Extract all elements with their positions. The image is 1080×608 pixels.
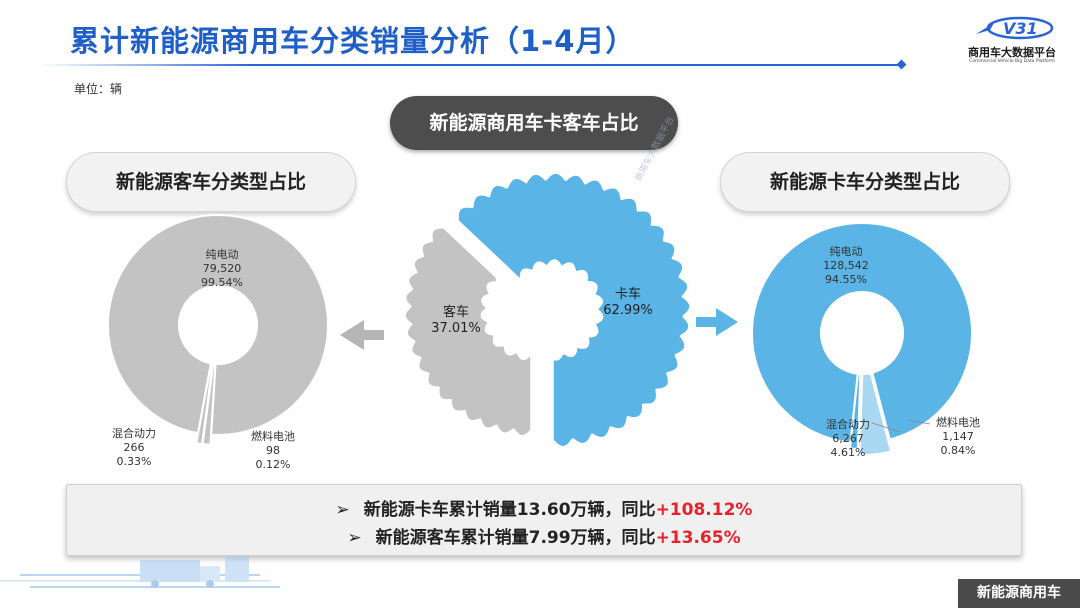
- logo-badge-text: V31: [1003, 19, 1038, 38]
- bus-label-fcev-name: 燃料电池: [251, 429, 295, 443]
- unit-label: 单位：辆: [74, 82, 123, 96]
- truck-label-hybrid-value: 6,267: [832, 432, 864, 445]
- right-arrow-icon: [696, 308, 738, 336]
- v31-logo-icon: V31: [976, 16, 1054, 40]
- truck-label-hybrid-name: 混合动力: [826, 417, 870, 431]
- title-underline: [40, 64, 902, 66]
- footer-tag: 新能源商用车: [958, 579, 1080, 608]
- bus-label-bev-percent: 99.54%: [201, 276, 243, 289]
- bus-label-bev-value: 79,520: [203, 262, 242, 275]
- center-label-bus-name: 客车: [443, 304, 469, 320]
- truck-slice-hybrid: [858, 344, 893, 456]
- truck-label-bev-percent: 94.55%: [825, 273, 867, 286]
- bus-label-hybrid-name: 混合动力: [112, 426, 156, 440]
- truck-label-fcev-percent: 0.84%: [941, 444, 976, 457]
- left-arrow-icon: [340, 320, 384, 350]
- bus-label-bev-name: 纯电动: [206, 248, 239, 261]
- truck-label-bev-value: 128,542: [823, 259, 869, 272]
- truck-label-hybrid-percent: 4.61%: [831, 446, 866, 459]
- logo-english-text: Commercial Vehicle Big Data Platform: [969, 59, 1055, 64]
- bus-label-hybrid-percent: 0.33%: [117, 455, 152, 468]
- bullet-arrow-icon: ➢: [347, 528, 362, 548]
- bus-label-hybrid-value: 266: [124, 441, 145, 454]
- truck-chart-title: 新能源卡车分类型占比: [720, 152, 1010, 212]
- center-label-truck-name: 卡车: [615, 286, 641, 302]
- bus-slice-bev: [107, 214, 329, 436]
- truck-hybrid-leader-line: [871, 422, 901, 433]
- bus-label-fcev-value: 98: [266, 444, 280, 457]
- truck-label-fcev-value: 1,147: [942, 430, 974, 443]
- center-label-bus-value: 37.01%: [431, 321, 481, 336]
- page-title: 累计新能源商用车分类销量分析（1-4月）: [70, 24, 636, 58]
- bus-label-fcev-percent: 0.12%: [256, 458, 291, 471]
- summary-bus-growth: +13.65%: [655, 528, 741, 548]
- bus-chart-title: 新能源客车分类型占比: [66, 152, 356, 212]
- summary-line-truck: ➢ 新能源卡车累计销量13.60万辆，同比+108.12%: [67, 495, 1021, 520]
- summary-bus-text: 新能源客车累计销量7.99万辆，同比: [375, 528, 656, 548]
- watermark-text: 商用车大数据平台: [632, 114, 676, 183]
- summary-box: ➢ 新能源卡车累计销量13.60万辆，同比+108.12% ➢ 新能源客车累计销量7…: [66, 484, 1022, 556]
- truck-label-bev-name: 纯电动: [830, 245, 863, 258]
- center-label-truck-value: 62.99%: [603, 303, 653, 318]
- platform-logo: V31 商用车大数据平台 Commercial Vehicle Big Data…: [958, 14, 1066, 70]
- bus-type-donut-chart: [107, 214, 329, 446]
- center-slice-bus: [404, 227, 532, 437]
- summary-truck-text: 新能源卡车累计销量13.60万辆，同比: [363, 500, 656, 520]
- truck-slice-fcev: [848, 338, 863, 450]
- bus-slice-fcev: [195, 334, 218, 446]
- truck-decoration-icon: [0, 556, 280, 588]
- truck-label-fcev-name: 燃料电池: [936, 415, 980, 429]
- bullet-arrow-icon: ➢: [335, 500, 350, 520]
- summary-line-bus: ➢ 新能源客车累计销量7.99万辆，同比+13.65%: [67, 523, 1021, 548]
- center-chart-title: 新能源商用车卡客车占比: [390, 96, 678, 150]
- center-slice-truck: [457, 172, 691, 448]
- logo-text: 商用车大数据平台: [968, 46, 1056, 59]
- truck-type-donut-chart: [751, 222, 973, 456]
- summary-truck-growth: +108.12%: [655, 500, 753, 520]
- truck-bus-share-chart: [404, 172, 691, 448]
- truck-slice-bev: [751, 222, 973, 444]
- truck-fcev-leader-line: [907, 419, 931, 425]
